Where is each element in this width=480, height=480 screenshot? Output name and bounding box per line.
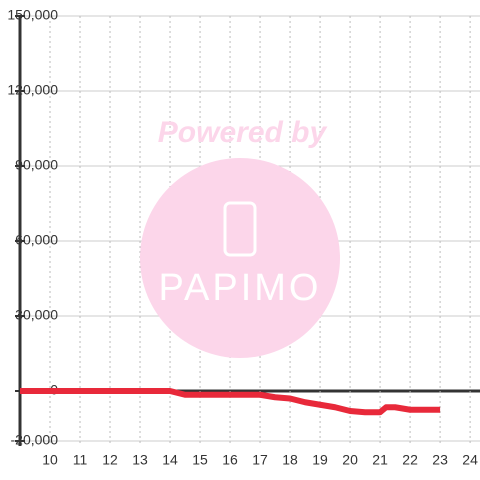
y-tick-label: 150,000	[7, 7, 58, 23]
x-tick-label: 21	[372, 452, 388, 468]
x-tick-label: 11	[73, 452, 88, 468]
watermark-circle	[140, 158, 340, 358]
x-tick-label: 12	[102, 452, 118, 468]
x-tick-label: 14	[162, 452, 178, 468]
x-tick-label: 15	[192, 452, 208, 468]
line-series	[20, 388, 441, 416]
x-tick-label: 18	[282, 452, 298, 468]
watermark-icon	[223, 201, 257, 257]
watermark-logo: PAPIMO	[159, 267, 322, 309]
y-tick-label: 30,000	[15, 307, 58, 323]
y-tick-label: -20,000	[11, 432, 59, 448]
x-tick-label: 23	[432, 452, 448, 468]
y-tick-label: 90,000	[15, 157, 58, 173]
x-tick-label: 20	[342, 452, 358, 468]
x-tick-label: 19	[312, 452, 328, 468]
x-tick-label: 16	[222, 452, 238, 468]
y-tick-label: 60,000	[15, 232, 58, 248]
x-tick-label: 13	[132, 452, 148, 468]
x-tick-label: 24	[462, 452, 478, 468]
x-tick-label: 17	[252, 452, 268, 468]
y-tick-label: 120,000	[7, 82, 58, 98]
watermark-text: Powered by	[158, 116, 328, 149]
x-tick-label: 10	[42, 452, 58, 468]
x-tick-label: 22	[402, 452, 418, 468]
